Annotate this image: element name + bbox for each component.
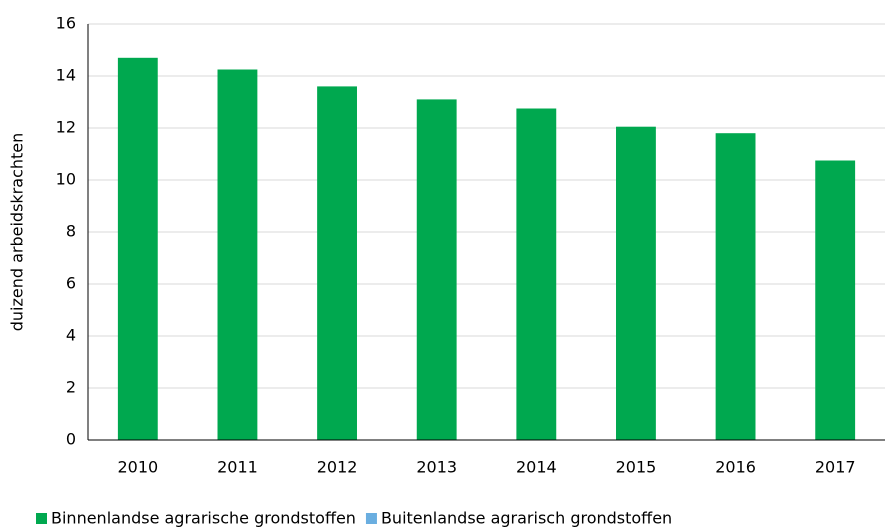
- bar: [416, 99, 457, 441]
- y-tick-label: 0: [66, 430, 76, 449]
- bar: [616, 126, 656, 440]
- x-tick-label: 2014: [516, 458, 557, 477]
- y-tick-label: 8: [66, 222, 76, 241]
- x-tick-label: 2012: [317, 458, 358, 477]
- y-tick-label: 12: [56, 118, 76, 137]
- legend-label: Buitenlandse agrarisch grondstoffen: [381, 509, 672, 528]
- x-tick-label: 2015: [616, 458, 657, 477]
- legend-label: Binnenlandse agrarische grondstoffen: [51, 509, 356, 528]
- bar: [516, 108, 557, 440]
- y-tick-label: 6: [66, 274, 76, 293]
- bar: [715, 133, 756, 440]
- y-axis-label: duizend arbeidskrachten: [8, 133, 27, 332]
- x-tick-label: 2010: [117, 458, 158, 477]
- bar: [117, 57, 158, 441]
- bar: [815, 160, 856, 440]
- y-tick-label: 4: [66, 326, 76, 345]
- x-tick-label: 2013: [416, 458, 457, 477]
- y-tick-label: 2: [66, 378, 76, 397]
- y-tick-label: 14: [56, 66, 76, 85]
- y-tick-label: 16: [56, 14, 76, 33]
- x-tick-label: 2011: [217, 458, 258, 477]
- bar: [217, 69, 258, 440]
- y-tick-label: 10: [56, 170, 76, 189]
- x-tick-label: 2016: [715, 458, 756, 477]
- bar: [317, 86, 357, 441]
- x-tick-label: 2017: [815, 458, 856, 477]
- legend-swatch: [365, 513, 377, 524]
- legend-swatch: [36, 513, 47, 524]
